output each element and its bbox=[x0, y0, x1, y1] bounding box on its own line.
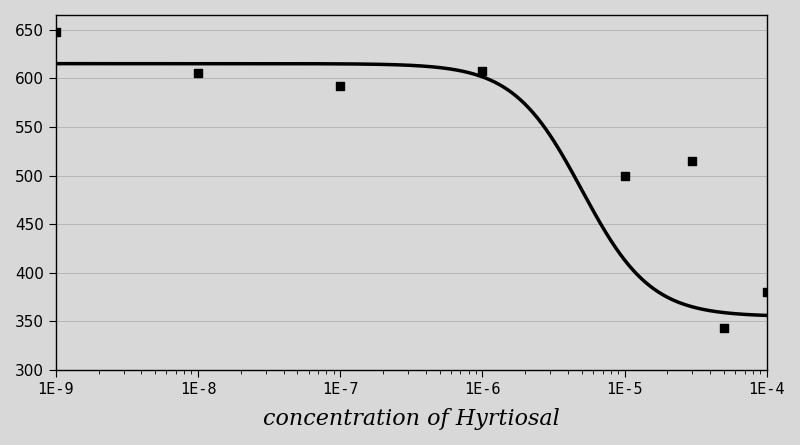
Point bbox=[50, 28, 62, 35]
Point bbox=[476, 68, 489, 75]
Point bbox=[191, 70, 204, 77]
Point bbox=[760, 289, 773, 296]
X-axis label: concentration of Hyrtiosal: concentration of Hyrtiosal bbox=[263, 408, 560, 430]
Point bbox=[618, 172, 631, 179]
Point bbox=[334, 82, 346, 89]
Point bbox=[686, 158, 699, 165]
Point bbox=[718, 325, 730, 332]
